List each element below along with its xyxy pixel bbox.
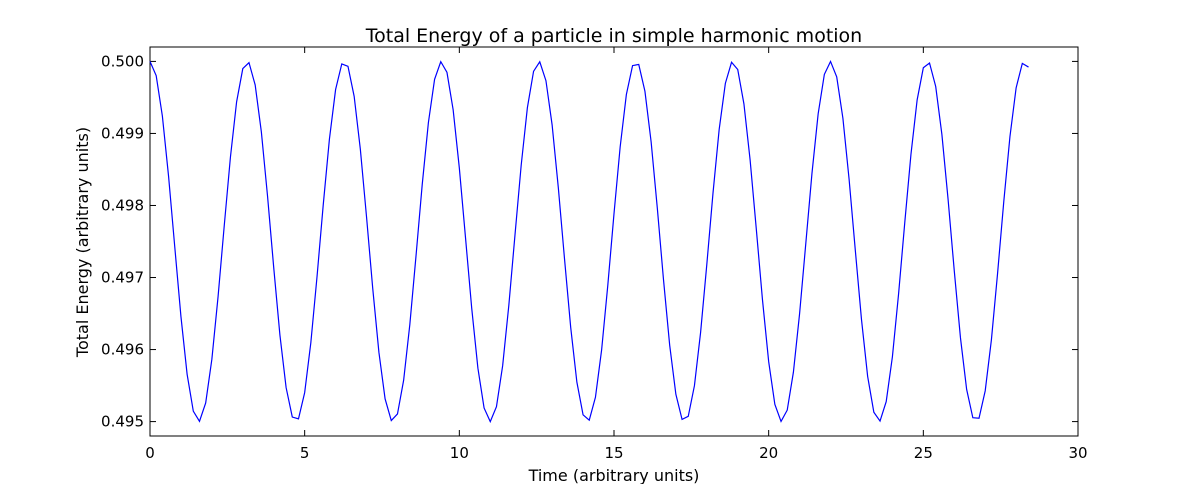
y-tick-label: 0.497 bbox=[101, 269, 144, 287]
plot-frame bbox=[149, 46, 1079, 437]
x-tick-label: 0 bbox=[145, 444, 155, 462]
y-tick-label: 0.500 bbox=[101, 52, 144, 70]
y-axis-label: Total Energy (arbitrary units) bbox=[73, 127, 92, 358]
x-axis-ticks: 0 5 10 15 20 25 30 bbox=[145, 47, 1088, 462]
x-tick-label: 5 bbox=[300, 444, 310, 462]
y-tick-label: 0.495 bbox=[101, 413, 144, 431]
x-tick-label: 30 bbox=[1068, 444, 1087, 462]
y-axis-ticks: 0.495 0.496 0.497 0.498 0.499 0.500 bbox=[101, 52, 1078, 431]
x-tick-label: 25 bbox=[914, 444, 933, 462]
series-line bbox=[149, 59, 1029, 424]
y-tick-label: 0.496 bbox=[101, 341, 144, 359]
x-tick-label: 10 bbox=[450, 444, 469, 462]
y-tick-label: 0.499 bbox=[101, 124, 144, 142]
chart-title: Total Energy of a particle in simple har… bbox=[365, 25, 862, 47]
x-tick-label: 15 bbox=[604, 444, 623, 462]
y-tick-label: 0.498 bbox=[101, 196, 144, 214]
x-tick-label: 20 bbox=[759, 444, 778, 462]
x-axis-label: Time (arbitrary units) bbox=[528, 466, 700, 484]
